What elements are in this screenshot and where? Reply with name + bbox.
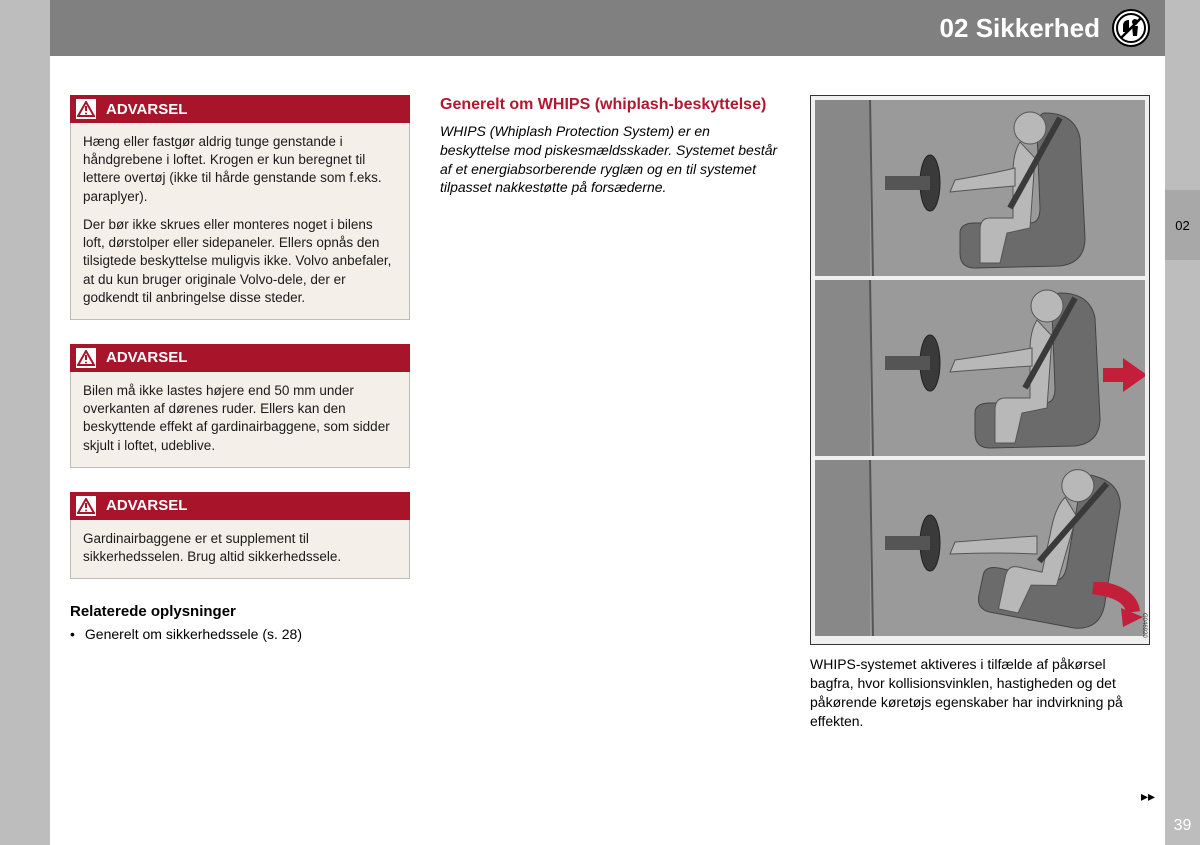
page-number: 39 <box>1165 817 1200 835</box>
page-content: ADVARSEL Hæng eller fastgør aldrig tunge… <box>70 95 1150 731</box>
related-item: Generelt om sikkerhedssele (s. 28) <box>70 626 410 642</box>
right-margin <box>1165 0 1200 845</box>
related-list: Generelt om sikkerhedssele (s. 28) <box>70 626 410 642</box>
warning-text: Bilen må ikke lastes højere end 50 mm un… <box>83 382 397 455</box>
section-heading: Generelt om WHIPS (whiplash-beskyttelse) <box>440 95 780 116</box>
chapter-name: Sikkerhed <box>976 13 1100 43</box>
chapter-title: 02 Sikkerhed <box>940 13 1100 44</box>
warning-box-3: ADVARSEL Gardinairbaggene er et suppleme… <box>70 492 410 579</box>
warning-triangle-icon <box>76 496 96 516</box>
figure-panel-1 <box>815 100 1145 276</box>
column-2: Generelt om WHIPS (whiplash-beskyttelse)… <box>440 95 780 731</box>
warning-body: Bilen må ikke lastes højere end 50 mm un… <box>70 372 410 468</box>
section-intro: WHIPS (Whiplash Protection System) er en… <box>440 122 780 198</box>
arrow-right-icon <box>1103 358 1145 397</box>
continue-icon: ▸▸ <box>1141 788 1155 805</box>
warning-header: ADVARSEL <box>70 344 410 372</box>
side-tab-label: 02 <box>1175 218 1189 233</box>
column-3: G046920 WHIPS-systemet aktiveres i tilfæ… <box>810 95 1150 731</box>
figure-caption: WHIPS-systemet aktiveres i tilfælde af p… <box>810 655 1150 731</box>
warning-body: Gardinairbaggene er et supplement til si… <box>70 520 410 579</box>
related-heading: Relaterede oplysninger <box>70 603 410 620</box>
figure-panel-3 <box>815 460 1145 636</box>
column-1: ADVARSEL Hæng eller fastgør aldrig tunge… <box>70 95 410 731</box>
figure-panel-2 <box>815 280 1145 456</box>
warning-text: Der bør ikke skrues eller monteres noget… <box>83 216 397 307</box>
warning-body: Hæng eller fastgør aldrig tunge genstand… <box>70 123 410 320</box>
warning-header: ADVARSEL <box>70 95 410 123</box>
warning-header: ADVARSEL <box>70 492 410 520</box>
chapter-header: 02 Sikkerhed <box>50 0 1165 56</box>
warning-text: Hæng eller fastgør aldrig tunge genstand… <box>83 133 397 206</box>
warning-box-2: ADVARSEL Bilen må ikke lastes højere end… <box>70 344 410 468</box>
warning-triangle-icon <box>76 99 96 119</box>
chapter-number: 02 <box>940 13 969 43</box>
warning-label: ADVARSEL <box>106 101 187 118</box>
no-passenger-airbag-icon <box>1112 9 1150 47</box>
arrow-curve-icon <box>1083 582 1143 632</box>
warning-triangle-icon <box>76 348 96 368</box>
whips-figure: G046920 <box>810 95 1150 645</box>
image-code: G046920 <box>1141 613 1147 638</box>
side-tab: 02 <box>1165 190 1200 260</box>
warning-text: Gardinairbaggene er et supplement til si… <box>83 530 397 566</box>
warning-label: ADVARSEL <box>106 497 187 514</box>
warning-box-1: ADVARSEL Hæng eller fastgør aldrig tunge… <box>70 95 410 320</box>
warning-label: ADVARSEL <box>106 349 187 366</box>
left-margin <box>0 0 50 845</box>
